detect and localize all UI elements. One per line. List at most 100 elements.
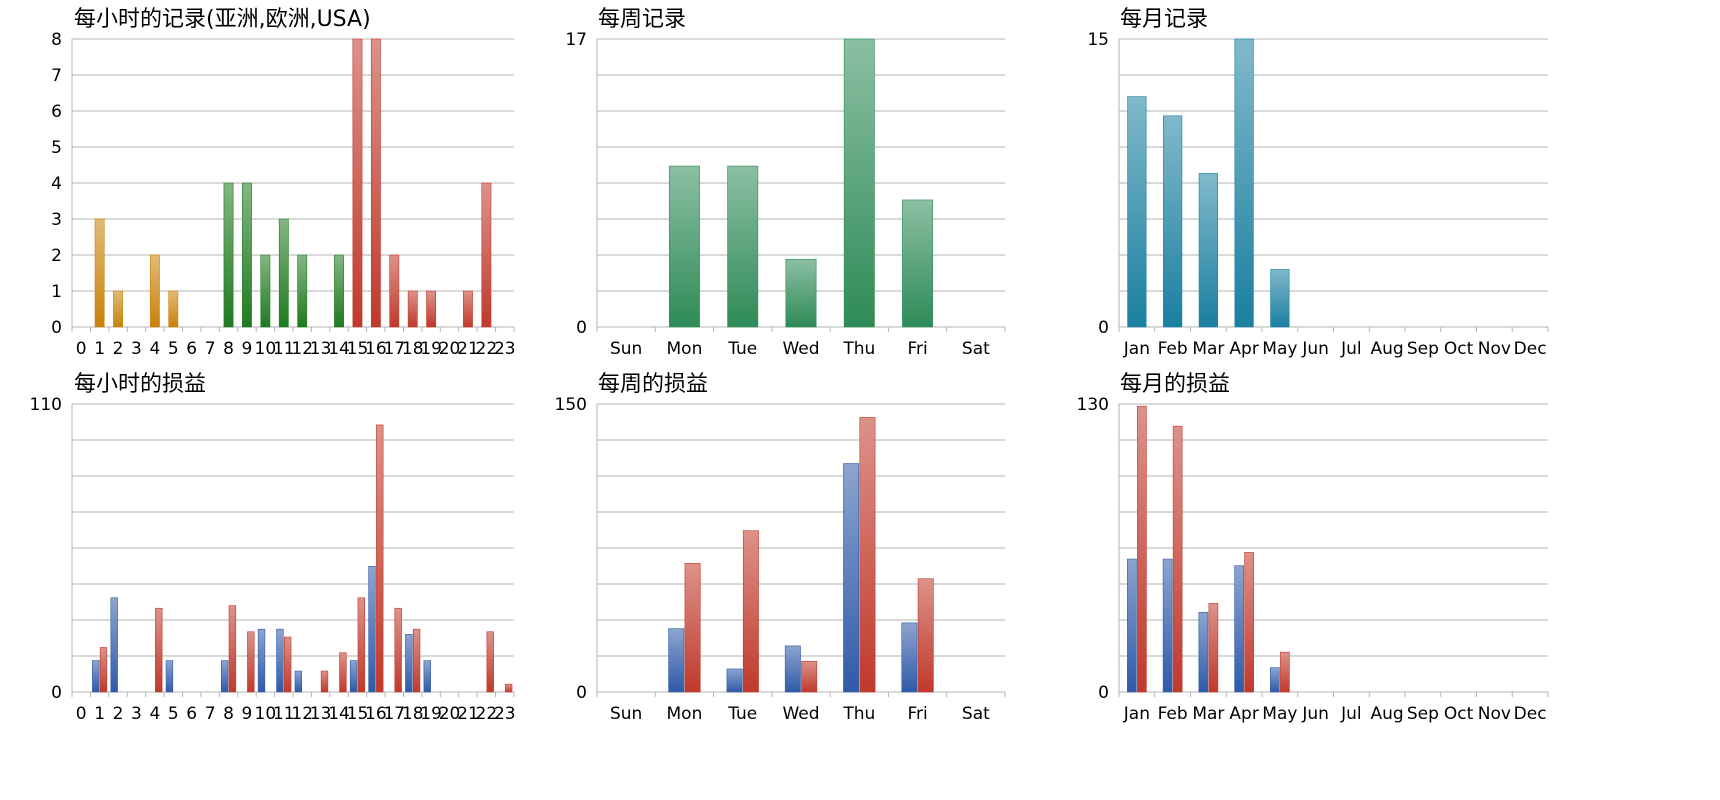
x-tick-label: Jan bbox=[1123, 704, 1150, 724]
bar-series1-Jan bbox=[1127, 558, 1137, 693]
x-tick-label: May bbox=[1262, 339, 1297, 359]
bar-series2-Mon bbox=[684, 563, 701, 693]
bar-Jan bbox=[1127, 96, 1147, 328]
x-tick-label: 9 bbox=[242, 704, 253, 724]
x-tick-label: 23 bbox=[494, 704, 516, 724]
x-tick-label: Mon bbox=[667, 339, 703, 359]
bar-series2-8 bbox=[228, 605, 237, 693]
bar-series2-Jan bbox=[1137, 405, 1147, 693]
y-tick-label: 0 bbox=[51, 683, 62, 703]
y-tick-label: 150 bbox=[555, 395, 587, 415]
x-tick-label: 20 bbox=[439, 339, 461, 359]
y-tick-label: 6 bbox=[51, 102, 62, 122]
x-tick-label: 13 bbox=[310, 339, 332, 359]
bar-series1-12 bbox=[294, 670, 303, 693]
x-tick-label: Sep bbox=[1407, 339, 1439, 359]
bar-series1-Fri bbox=[901, 622, 918, 693]
bar-series2-9 bbox=[247, 631, 255, 693]
bar-Wed bbox=[785, 258, 817, 328]
bar-series2-Apr bbox=[1244, 552, 1254, 693]
x-tick-label: Sep bbox=[1407, 704, 1439, 724]
chart-title: 每小时的记录(亚洲,欧洲,USA) bbox=[74, 7, 371, 32]
y-tick-label: 5 bbox=[51, 138, 62, 158]
y-tick-label: 0 bbox=[576, 318, 587, 338]
x-tick-label: 11 bbox=[273, 704, 295, 724]
x-tick-label: 17 bbox=[383, 704, 405, 724]
chart-title: 每小时的损益 bbox=[74, 372, 206, 397]
x-tick-label: Jan bbox=[1123, 339, 1150, 359]
x-tick-label: Feb bbox=[1158, 339, 1188, 359]
bar-series1-2 bbox=[110, 597, 118, 693]
bar-series1-May bbox=[1270, 667, 1280, 693]
x-tick-label: Thu bbox=[842, 704, 875, 724]
chart-title: 每月记录 bbox=[1120, 7, 1208, 32]
x-tick-label: 11 bbox=[273, 339, 295, 359]
chart-panel-6: 每月的损益 0 130 Jan Feb Mar Apr May Jun Jul Aug Sep Oct N… bbox=[1077, 372, 1549, 724]
bar-series2-22 bbox=[486, 631, 494, 693]
bar-1 bbox=[94, 218, 105, 328]
x-tick-label: Dec bbox=[1514, 704, 1547, 724]
bar-series1-Feb bbox=[1162, 558, 1173, 693]
y-tick-label: 15 bbox=[1087, 30, 1109, 50]
x-tick-label: Feb bbox=[1158, 704, 1188, 724]
x-tick-label: Apr bbox=[1229, 339, 1258, 359]
x-tick-label: Tue bbox=[727, 704, 757, 724]
x-tick-label: 12 bbox=[291, 339, 313, 359]
x-tick-label: Thu bbox=[842, 339, 875, 359]
x-tick-label: 0 bbox=[76, 704, 87, 724]
chart-title: 每月的损益 bbox=[1120, 372, 1230, 397]
x-tick-label: 15 bbox=[347, 339, 369, 359]
x-tick-label: 2 bbox=[113, 339, 124, 359]
bar-Fri bbox=[902, 199, 934, 328]
chart-title: 每周的损益 bbox=[598, 372, 708, 397]
bar-series1-Mon bbox=[668, 628, 685, 693]
x-tick-label: 16 bbox=[365, 339, 387, 359]
bar-18 bbox=[407, 290, 418, 328]
bar-series1-1 bbox=[92, 660, 100, 693]
x-tick-label: 22 bbox=[476, 704, 498, 724]
y-tick-label: 7 bbox=[51, 66, 62, 86]
x-tick-label: Mar bbox=[1192, 704, 1224, 724]
bar-series2-11 bbox=[283, 636, 292, 693]
x-tick-label: Aug bbox=[1371, 704, 1404, 724]
bar-series1-11 bbox=[276, 628, 284, 693]
x-tick-label: 18 bbox=[402, 704, 424, 724]
y-tick-label: 130 bbox=[1077, 395, 1109, 415]
y-tick-label: 0 bbox=[1098, 683, 1109, 703]
x-tick-label: Wed bbox=[782, 339, 819, 359]
x-tick-label: Mar bbox=[1192, 339, 1224, 359]
bar-series1-Wed bbox=[784, 645, 801, 693]
bar-series2-13 bbox=[320, 670, 329, 693]
bar-series1-Mar bbox=[1198, 611, 1209, 693]
bar-series2-16 bbox=[376, 424, 384, 693]
y-tick-label: 110 bbox=[30, 395, 62, 415]
x-tick-label: 6 bbox=[186, 704, 197, 724]
bar-series1-16 bbox=[368, 566, 376, 693]
x-tick-label: Sun bbox=[610, 339, 642, 359]
bar-2 bbox=[113, 290, 123, 328]
bar-series1-Apr bbox=[1234, 565, 1244, 693]
x-tick-label: 1 bbox=[94, 704, 105, 724]
bar-series2-4 bbox=[155, 607, 163, 693]
bar-Feb bbox=[1163, 115, 1183, 328]
x-tick-label: Jun bbox=[1301, 339, 1329, 359]
x-tick-label: 21 bbox=[457, 339, 479, 359]
y-tick-label: 2 bbox=[51, 246, 62, 266]
x-tick-label: 14 bbox=[328, 704, 350, 724]
x-tick-label: 20 bbox=[439, 704, 461, 724]
x-tick-label: Fri bbox=[907, 704, 927, 724]
bar-21 bbox=[463, 290, 473, 328]
x-tick-label: 15 bbox=[347, 704, 369, 724]
bar-10 bbox=[260, 254, 271, 328]
chart-panel-3: 每月记录 0 15 Jan Feb Mar Apr May Jun Jul Aug Sep Oct Nov… bbox=[1087, 7, 1549, 359]
chart-panel-5: 每周的损益 0 150 Sun Mon Tue Wed Thu Fri Sat bbox=[555, 372, 1006, 724]
bar-series2-18 bbox=[412, 628, 421, 693]
x-tick-label: 5 bbox=[168, 704, 179, 724]
x-tick-label: Aug bbox=[1371, 339, 1404, 359]
x-tick-label: 10 bbox=[255, 704, 277, 724]
x-tick-label: Nov bbox=[1478, 339, 1511, 359]
bar-Apr bbox=[1234, 38, 1254, 328]
x-tick-label: 23 bbox=[494, 339, 516, 359]
x-tick-label: 1 bbox=[94, 339, 105, 359]
